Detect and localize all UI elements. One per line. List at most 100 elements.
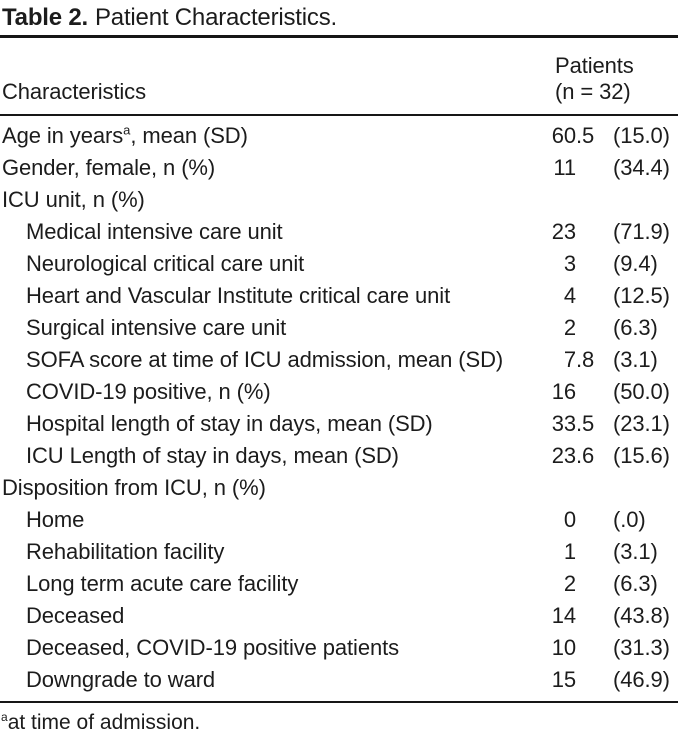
row-n-integer: 10 xyxy=(551,634,576,660)
row-n-integer: 15 xyxy=(551,666,576,692)
row-label: Deceased xyxy=(0,600,540,632)
row-label-text: Hospital length of stay in days, mean (S… xyxy=(26,410,433,436)
row-n-value xyxy=(540,184,605,216)
row-n-value: 1 xyxy=(540,536,605,568)
row-pct-value: (.0) xyxy=(613,506,646,532)
row-label-text: Medical intensive care unit xyxy=(26,218,283,244)
row-n-integer: 16 xyxy=(551,378,576,404)
row-n-integer: 3 xyxy=(563,250,576,276)
header-patients: Patients (n = 32) xyxy=(540,36,678,116)
row-pct-value: (71.9) xyxy=(613,218,670,244)
row-label: ICU Length of stay in days, mean (SD) xyxy=(0,440,540,472)
row-pct-value: (3.1) xyxy=(613,346,658,372)
row-n-value: 60.5 xyxy=(540,115,605,152)
row-n-integer: 4 xyxy=(563,282,576,308)
row-n-value: 23.6 xyxy=(540,440,605,472)
row-n-value xyxy=(540,472,605,504)
table-row: ICU unit, n (%) xyxy=(0,184,678,216)
row-label-text: Gender, female, n (%) xyxy=(2,154,216,180)
row-label: COVID-19 positive, n (%) xyxy=(0,376,540,408)
row-pct-value: (23.1) xyxy=(613,410,670,436)
row-label: Medical intensive care unit xyxy=(0,216,540,248)
row-n-value: 3 xyxy=(540,248,605,280)
table-row: SOFA score at time of ICU admission, mea… xyxy=(0,344,678,376)
table-row: ICU Length of stay in days, mean (SD) 23… xyxy=(0,440,678,472)
row-pct-value: (34.4) xyxy=(613,154,670,180)
row-label-text: Disposition from ICU, n (%) xyxy=(2,474,266,500)
footnote: aat time of admission. xyxy=(1,710,678,736)
row-n-integer: 14 xyxy=(551,602,576,628)
row-n-value: 33.5 xyxy=(540,408,605,440)
table-title: Table 2. Patient Characteristics. xyxy=(2,3,678,32)
patient-characteristics-table: Characteristics Patients (n = 32) Age in… xyxy=(0,35,678,703)
row-label-suffix: , mean (SD) xyxy=(130,122,248,148)
row-label: SOFA score at time of ICU admission, mea… xyxy=(0,344,540,376)
table-header: Characteristics Patients (n = 32) xyxy=(0,36,678,116)
row-n-fraction: .5 xyxy=(576,122,595,148)
row-label-text: Surgical intensive care unit xyxy=(26,314,287,340)
row-label: Age in yearsa, mean (SD) xyxy=(0,115,540,152)
row-label: Long term acute care facility xyxy=(0,568,540,600)
row-label-text: Downgrade to ward xyxy=(26,666,216,692)
row-label: Home xyxy=(0,504,540,536)
header-patients-line1: Patients xyxy=(555,52,634,78)
table-body: Age in yearsa, mean (SD) 60.5 (15.0) Gen… xyxy=(0,115,678,702)
row-n-fraction: .8 xyxy=(576,346,595,372)
row-n-integer: 2 xyxy=(563,570,576,596)
table-row: Hospital length of stay in days, mean (S… xyxy=(0,408,678,440)
row-n-value: 16 xyxy=(540,376,605,408)
row-n-integer: 60 xyxy=(551,122,576,148)
header-characteristics: Characteristics xyxy=(0,36,540,116)
row-n-integer: 2 xyxy=(563,314,576,340)
row-label: Surgical intensive care unit xyxy=(0,312,540,344)
row-label-text: Age in years xyxy=(2,122,124,148)
row-pct-value: (6.3) xyxy=(613,314,658,340)
row-n-value: 15 xyxy=(540,664,605,702)
row-n-value: 23 xyxy=(540,216,605,248)
row-label-text: Rehabilitation facility xyxy=(26,538,225,564)
row-pct-value xyxy=(605,184,678,216)
table-row: Surgical intensive care unit 2 (6.3) xyxy=(0,312,678,344)
row-label-text: Neurological critical care unit xyxy=(26,250,305,276)
row-label: Gender, female, n (%) xyxy=(0,152,540,184)
row-n-value: 4 xyxy=(540,280,605,312)
row-n-integer: 23 xyxy=(551,442,576,468)
table-number-label: Table 2. xyxy=(2,4,88,31)
row-label: Hospital length of stay in days, mean (S… xyxy=(0,408,540,440)
row-label-text: SOFA score at time of ICU admission, mea… xyxy=(26,346,504,372)
table-row: Heart and Vascular Institute critical ca… xyxy=(0,280,678,312)
footnote-text: at time of admission. xyxy=(7,710,201,734)
table-row: Deceased, COVID-19 positive patients 10 … xyxy=(0,632,678,664)
row-n-integer: 7 xyxy=(563,346,576,372)
row-n-value: 0 xyxy=(540,504,605,536)
row-label: ICU unit, n (%) xyxy=(0,184,540,216)
table-row: Deceased 14 (43.8) xyxy=(0,600,678,632)
row-pct-value: (15.6) xyxy=(613,442,670,468)
table-row: Rehabilitation facility 1 (3.1) xyxy=(0,536,678,568)
table-row: Medical intensive care unit 23 (71.9) xyxy=(0,216,678,248)
row-n-fraction: .5 xyxy=(576,410,595,436)
row-label: Rehabilitation facility xyxy=(0,536,540,568)
table-row: Gender, female, n (%) 11 (34.4) xyxy=(0,152,678,184)
row-pct-value: (6.3) xyxy=(613,570,658,596)
row-label: Heart and Vascular Institute critical ca… xyxy=(0,280,540,312)
row-label-text: Deceased, COVID-19 positive patients xyxy=(26,634,400,660)
row-label-text: ICU unit, n (%) xyxy=(2,186,145,212)
row-label-text: Long term acute care facility xyxy=(26,570,299,596)
row-label: Neurological critical care unit xyxy=(0,248,540,280)
footnote-superscript: a xyxy=(1,709,8,724)
header-row: Characteristics Patients (n = 32) xyxy=(0,36,678,116)
row-label-text: Heart and Vascular Institute critical ca… xyxy=(26,282,451,308)
row-n-value: 11 xyxy=(540,152,605,184)
row-pct-value: (50.0) xyxy=(613,378,670,404)
row-n-value: 2 xyxy=(540,568,605,600)
row-pct-value: (43.8) xyxy=(613,602,670,628)
table-row: Long term acute care facility 2 (6.3) xyxy=(0,568,678,600)
row-pct-value xyxy=(605,472,678,504)
row-label-text: ICU Length of stay in days, mean (SD) xyxy=(26,442,399,468)
row-pct-value: (3.1) xyxy=(613,538,658,564)
row-label: Disposition from ICU, n (%) xyxy=(0,472,540,504)
row-n-integer: 1 xyxy=(563,538,576,564)
row-n-integer: 0 xyxy=(563,506,576,532)
row-pct-value: (31.3) xyxy=(613,634,670,660)
